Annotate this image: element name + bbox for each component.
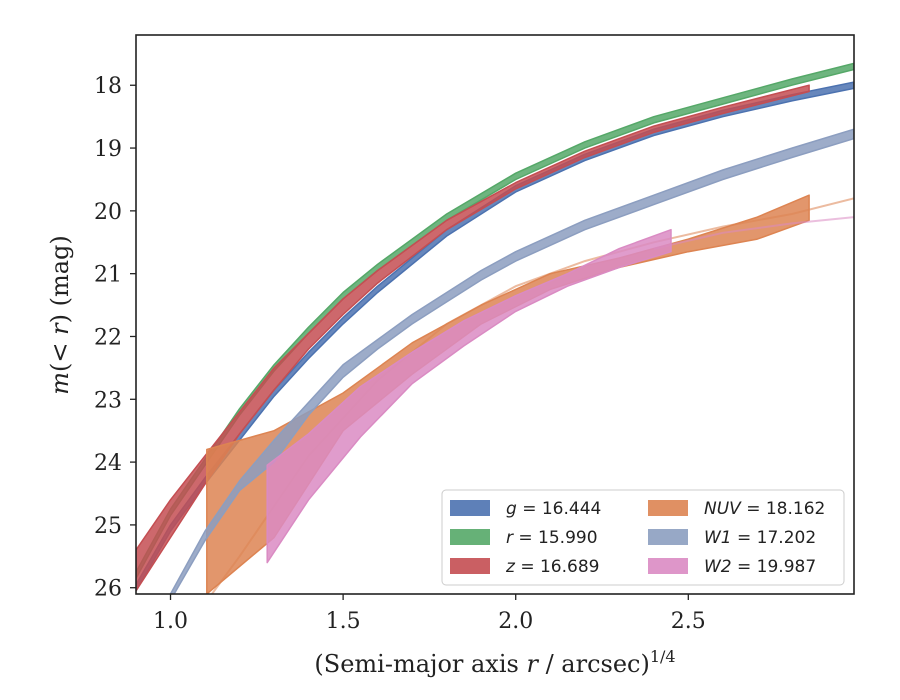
y-tick-label: 26	[94, 577, 122, 602]
y-axis-title: m(< r) (mag)	[46, 235, 74, 395]
series-g	[136, 81, 854, 592]
x-tick-label: 2.0	[498, 609, 533, 634]
series-z	[136, 84, 810, 592]
legend-item-z: z = 16.689	[450, 557, 599, 577]
legend-label: g = 16.444	[506, 499, 601, 519]
y-tick-label: 21	[94, 263, 122, 288]
y-tick-label: 22	[94, 325, 122, 350]
y-tick-label: 24	[94, 451, 122, 476]
series-W1-band	[169, 128, 854, 594]
legend-label: z = 16.689	[505, 557, 599, 577]
legend-swatch	[450, 500, 490, 516]
x-axis: 1.0 1.5 2.0 2.5	[153, 594, 706, 634]
x-axis-title-prefix: (Semi-major axis	[314, 650, 526, 678]
legend-frame	[441, 489, 845, 586]
series-layer	[136, 62, 854, 594]
legend-label: W1 = 17.202	[704, 528, 816, 548]
x-tick-label: 2.5	[671, 609, 706, 634]
x-tick-label: 1.5	[326, 609, 361, 634]
legend-swatch	[648, 529, 688, 545]
plot-frame	[135, 34, 855, 595]
legend: g = 16.444 r = 15.990 z = 16.689 NUV = 18.1…	[441, 489, 845, 586]
x-tick-label: 1.0	[153, 609, 188, 634]
x-axis-title: (Semi-major axis r / arcsec)1/4	[314, 647, 675, 678]
series-W2	[266, 216, 854, 564]
y-tick-label: 19	[94, 137, 122, 162]
x-axis-title-exponent: 1/4	[650, 647, 676, 666]
series-W2-model-line	[653, 216, 854, 250]
legend-swatch	[450, 558, 490, 574]
legend-swatch	[648, 558, 688, 574]
legend-item-NUV: NUV = 18.162	[648, 499, 825, 519]
y-tick-label: 23	[94, 388, 122, 413]
legend-label: r = 15.990	[506, 528, 598, 548]
series-W1	[169, 128, 854, 594]
legend-item-W2: W2 = 19.987	[648, 557, 816, 577]
legend-label: W2 = 19.987	[704, 557, 816, 577]
legend-swatch	[450, 529, 490, 545]
y-tick-label: 20	[94, 200, 122, 225]
legend-swatch	[648, 500, 688, 516]
series-g-band	[136, 81, 854, 592]
legend-item-r: r = 15.990	[450, 528, 598, 548]
y-tick-label: 18	[94, 74, 122, 99]
legend-label: NUV = 18.162	[704, 499, 825, 519]
y-tick-label: 25	[94, 514, 122, 539]
legend-item-W1: W1 = 17.202	[648, 528, 816, 548]
x-axis-title-var: r	[526, 650, 539, 678]
series-W2-band	[266, 228, 672, 564]
legend-item-g: g = 16.444	[450, 499, 601, 519]
series-z-band	[136, 84, 810, 592]
x-axis-title-suffix: / arcsec)	[538, 650, 650, 678]
y-axis: 18 19 20 21 22 23 24 25 26	[94, 74, 136, 602]
